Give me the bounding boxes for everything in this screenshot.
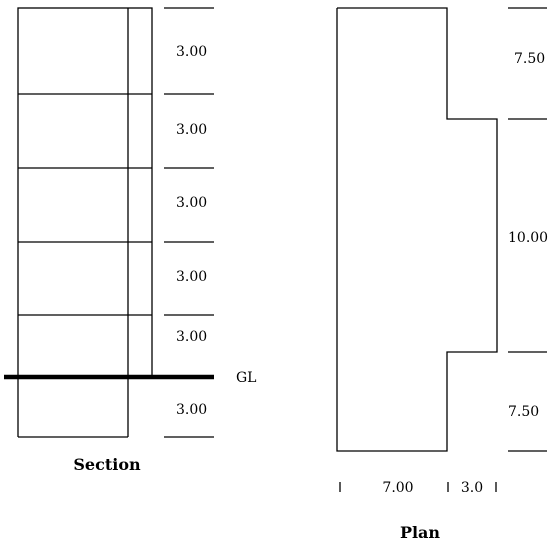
- plan-drawing: 7.50 10.00 7.50 7.00 3.0 Plan: [336, 7, 548, 542]
- storey-height-label: 3.00: [176, 122, 207, 138]
- plan-outline: [336, 7, 498, 452]
- section-caption: Section: [73, 455, 141, 474]
- basement-height-label: 3.00: [176, 402, 207, 418]
- storey-height-label: 3.00: [176, 269, 207, 285]
- plan-depth-label: 7.50: [514, 51, 545, 67]
- plan-caption: Plan: [400, 523, 440, 542]
- plan-depth-label: 10.00: [508, 230, 548, 246]
- section-outline: [17, 7, 153, 378]
- ground-label: GL: [236, 370, 256, 386]
- plan-width-label: 3.0: [461, 480, 483, 496]
- section-drawing: GL 3.00 3.00 3.00 3.00 3.00 3.00 Section: [4, 7, 256, 474]
- storey-height-label: 3.00: [176, 195, 207, 211]
- storey-height-label: 3.00: [176, 44, 207, 60]
- storey-height-label: 3.00: [176, 329, 207, 345]
- plan-depth-label: 7.50: [508, 404, 539, 420]
- plan-width-label: 7.00: [382, 480, 413, 496]
